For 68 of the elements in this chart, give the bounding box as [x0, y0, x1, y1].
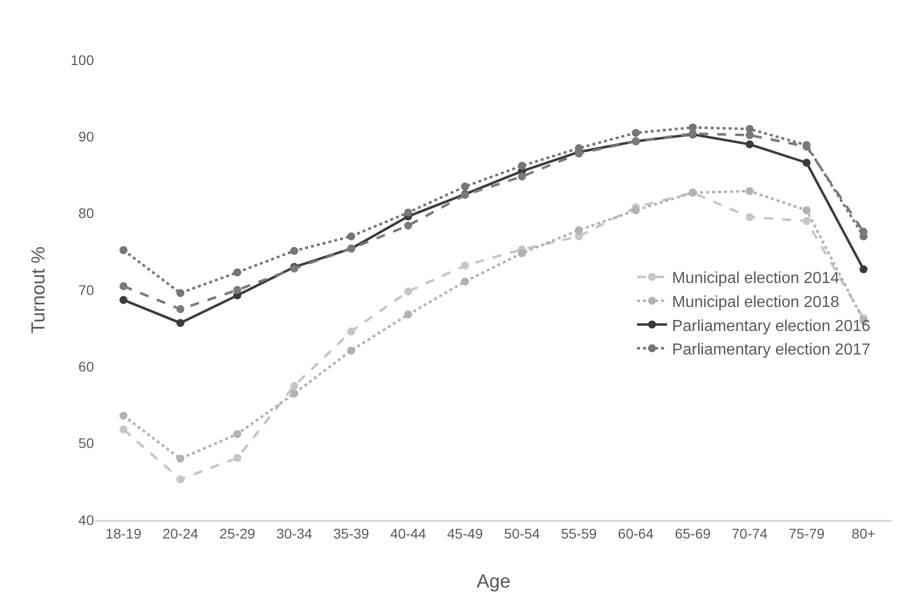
y-tick-label: 90: [78, 128, 94, 145]
point: [518, 172, 526, 181]
y-tick-label: 40: [78, 512, 94, 528]
point: [802, 217, 811, 225]
point: [802, 158, 811, 167]
x-tick-label: 30-34: [276, 526, 312, 542]
y-tick-label: 60: [78, 358, 94, 375]
point: [347, 327, 356, 336]
y-tick-label: 70: [78, 282, 94, 298]
point: [119, 296, 128, 304]
point: [290, 382, 298, 390]
point: [461, 278, 470, 286]
point: [404, 222, 412, 230]
point: [119, 246, 128, 254]
point: [176, 289, 184, 298]
legend-label: Parliamentary election 2017: [672, 342, 870, 359]
x-tick-label: 80+: [852, 526, 876, 542]
x-tick-label: 25-29: [219, 526, 256, 542]
point: [746, 140, 754, 148]
point: [290, 390, 298, 398]
x-tick-label: 18-19: [106, 526, 142, 542]
point: [632, 206, 640, 214]
point: [404, 310, 412, 319]
point: [347, 346, 356, 355]
point: [176, 454, 184, 463]
y-tick-label: 50: [78, 435, 94, 452]
point: [233, 430, 242, 438]
x-tick-label: 60-64: [618, 526, 654, 542]
legend-label: Municipal election 2014: [672, 270, 840, 288]
point: [176, 475, 184, 484]
point: [290, 246, 298, 255]
point: [119, 282, 128, 290]
point: [461, 261, 470, 270]
point: [574, 226, 583, 234]
point: [176, 305, 184, 314]
point: [746, 187, 754, 196]
point: [233, 268, 242, 276]
point: [233, 286, 242, 294]
point: [746, 213, 754, 222]
point: [404, 288, 412, 296]
x-tick-label: 20-24: [162, 526, 199, 542]
point: [632, 128, 640, 137]
point: [119, 412, 128, 420]
x-tick-label: 55-59: [560, 526, 598, 542]
point: [518, 249, 526, 258]
point: [746, 131, 754, 140]
x-tick-label: 35-39: [333, 526, 370, 542]
x-tick-label: 40-44: [390, 526, 426, 542]
x-tick-label: 45-49: [447, 526, 484, 542]
x-tick-label: 50-54: [504, 526, 540, 542]
x-axis-title: Age: [476, 572, 510, 592]
y-tick-label: 80: [78, 205, 94, 222]
point: [233, 454, 242, 462]
point: [461, 182, 470, 190]
x-tick-label: 70-74: [732, 526, 768, 542]
legend-label: Municipal election 2018: [672, 294, 840, 311]
x-tick-label: 75-79: [788, 526, 825, 542]
point: [119, 426, 128, 434]
point: [802, 206, 811, 214]
x-tick-label: 65-69: [674, 526, 711, 542]
point: [518, 162, 526, 170]
point: [176, 318, 184, 327]
point: [404, 208, 412, 217]
legend-label: Parliamentary election 2016: [672, 318, 870, 335]
y-axis-title: Turnout %: [28, 246, 50, 334]
point: [347, 232, 356, 240]
point: [860, 265, 868, 274]
y-tick-label: 100: [70, 52, 94, 68]
